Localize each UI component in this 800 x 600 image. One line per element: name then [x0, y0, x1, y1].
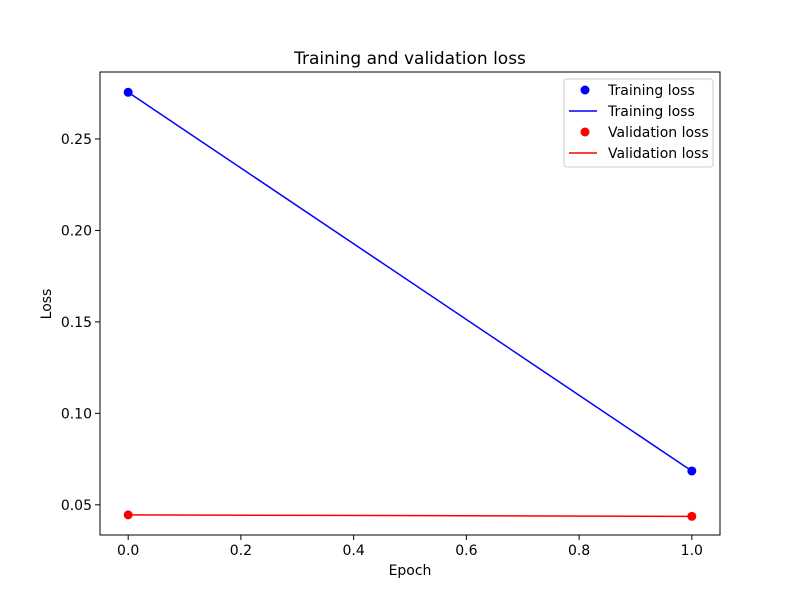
- legend-label-2: Validation loss: [608, 125, 709, 141]
- x-tick-label-5: 1.0: [681, 543, 703, 559]
- y-tick-label-0: 0.05: [61, 498, 92, 514]
- y-tick-label-1: 0.10: [61, 406, 92, 422]
- x-tick-label-4: 0.8: [568, 543, 590, 559]
- legend-marker-2: [580, 127, 590, 137]
- y-tick-label-4: 0.25: [61, 132, 92, 148]
- x-axis-ticks: 0.0 0.2 0.4 0.6 0.8 1.0: [117, 535, 703, 559]
- series-line-1: [127, 91, 693, 472]
- y-axis-ticks: 0.05 0.10 0.15 0.20 0.25: [61, 132, 100, 514]
- legend-label-3: Validation loss: [608, 146, 709, 162]
- plot-frame: [99, 71, 721, 536]
- x-tick-label-3: 0.6: [455, 543, 477, 559]
- chart-title: Training and validation loss: [293, 49, 526, 69]
- series-0-point-0: [123, 87, 133, 97]
- x-axis-label: Epoch: [389, 563, 432, 579]
- legend-marker-0: [580, 85, 590, 95]
- legend: Training loss Training loss Validation los…: [563, 78, 714, 168]
- series-2-point-0: [123, 510, 133, 520]
- series-line-3: [128, 514, 692, 518]
- x-tick-label-2: 0.4: [343, 543, 365, 559]
- legend-label-1: Training loss: [607, 104, 695, 120]
- legend-label-0: Training loss: [607, 83, 695, 99]
- series-2-point-1: [687, 511, 697, 521]
- series-0-point-1: [687, 466, 697, 476]
- y-tick-label-2: 0.15: [61, 315, 92, 331]
- plot-marks: [123, 87, 697, 521]
- legend-box: [563, 78, 714, 168]
- y-axis-label: Loss: [39, 289, 55, 320]
- x-tick-label-0: 0.0: [117, 543, 139, 559]
- y-tick-label-3: 0.20: [61, 223, 92, 239]
- x-tick-label-1: 0.2: [230, 543, 252, 559]
